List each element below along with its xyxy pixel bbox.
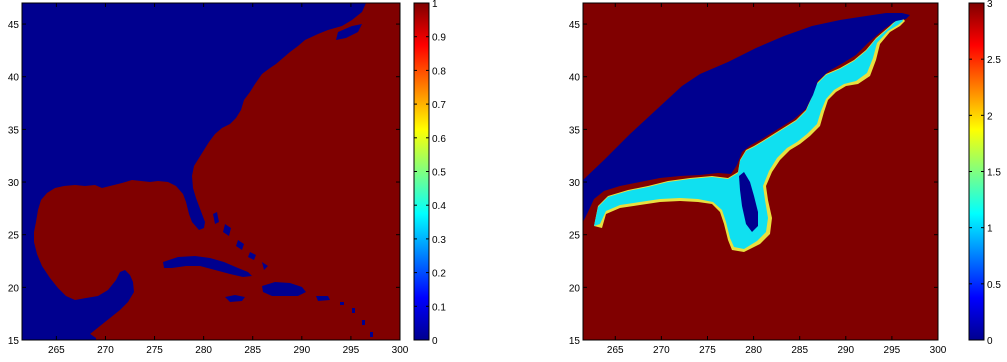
right-interior-region: [583, 13, 910, 222]
left-land-nova-scotia: [336, 24, 362, 40]
right-y-tick-label: 40: [569, 73, 581, 84]
left-colorbar-tick-label: 0.3: [432, 235, 446, 246]
left-colorbar-tick-label: 0.7: [432, 100, 446, 111]
left-y-tick-label: 30: [8, 178, 20, 189]
right-colorbar-tick-label: 1: [987, 224, 993, 235]
right-x-ticks: 265 270 275 280 285 290 295 300: [607, 3, 947, 356]
left-island-hispaniola: [262, 282, 306, 296]
right-x-tick-label: 275: [699, 345, 716, 356]
left-x-tick-label: 275: [146, 345, 163, 356]
right-colorbar: 0 0.5 1 1.5 2 2.5 3: [968, 0, 1001, 347]
left-x-tick-label: 280: [195, 345, 212, 356]
right-y-tick-label: 25: [569, 231, 581, 242]
left-y-ticks: 15 20 25 30 35 40 45: [8, 20, 400, 347]
left-colorbar-tick-label: 0.1: [432, 302, 446, 313]
left-x-ticks: 265 270 275 280 285 290 295 300: [48, 3, 409, 356]
right-x-tick-label: 280: [745, 345, 762, 356]
left-colorbar-tick-label: 0.5: [432, 168, 446, 179]
left-island-puerto-rico: [316, 296, 330, 301]
right-axes-frame: [582, 2, 939, 341]
left-x-tick-label: 300: [392, 345, 409, 356]
left-x-tick-label: 285: [244, 345, 261, 356]
right-y-tick-label: 20: [569, 283, 581, 294]
right-x-tick-label: 265: [607, 345, 624, 356]
right-x-tick-label: 270: [653, 345, 670, 356]
right-x-tick-label: 300: [930, 345, 947, 356]
left-colorbar-tick-label: 0.4: [432, 201, 446, 212]
left-colorbar-tick-label: 0.9: [432, 33, 446, 44]
left-south-america-land: [22, 324, 96, 340]
right-colorbar-tick-label: 3: [987, 0, 993, 10]
left-island-cuba: [163, 256, 252, 277]
left-y-tick-label: 35: [8, 125, 20, 136]
left-x-tick-label: 265: [48, 345, 65, 356]
right-colorbar-gradient: [969, 3, 984, 340]
right-interior-florida: [739, 172, 758, 232]
left-colorbar-tick-label: 0.2: [432, 269, 446, 280]
right-colorbar-tick-label: 0.5: [987, 280, 1001, 291]
left-y-tick-label: 15: [8, 336, 20, 347]
right-x-tick-label: 295: [884, 345, 901, 356]
right-colorbar-tick-label: 2: [987, 111, 993, 122]
right-colorbar-tick-label: 2.5: [987, 55, 1001, 66]
left-colorbar-tick-label: 0: [432, 336, 438, 347]
right-x-tick-label: 285: [791, 345, 808, 356]
right-y-tick-label: 15: [569, 336, 581, 347]
left-colorbar-tick-label: 0.8: [432, 66, 446, 77]
left-y-tick-label: 20: [8, 283, 20, 294]
right-map-panel: 265 270 275 280 285 290 295 300 15 20 25 30 35 40 45: [569, 2, 947, 356]
left-colorbar-tick-label: 1: [432, 0, 438, 10]
left-land-mass: [22, 3, 366, 340]
left-x-tick-label: 295: [343, 345, 360, 356]
right-y-tick-label: 30: [569, 178, 581, 189]
left-x-tick-label: 270: [97, 345, 114, 356]
left-colorbar-tick-label: 0.6: [432, 134, 446, 145]
right-y-tick-label: 45: [569, 20, 581, 31]
right-x-tick-label: 290: [837, 345, 854, 356]
left-island-jamaica: [225, 295, 245, 302]
left-y-tick-label: 45: [8, 20, 20, 31]
right-colorbar-tick-label: 1.5: [987, 168, 1001, 179]
left-island-bahamas: [213, 212, 268, 270]
left-axes-frame: [21, 2, 401, 341]
right-colorbar-ticks: 0 0.5 1 1.5 2 2.5 3: [969, 0, 1001, 347]
left-x-tick-label: 290: [293, 345, 310, 356]
left-colorbar-ticks: 0 0.1 0.2 0.3 0.4 0.5 0.6 0.7 0.8 0.9 1: [414, 0, 446, 347]
left-y-tick-label: 25: [8, 231, 20, 242]
right-y-ticks: 15 20 25 30 35 40 45: [569, 20, 938, 347]
left-colorbar-gradient: [414, 3, 429, 340]
left-y-tick-label: 40: [8, 73, 20, 84]
left-map-panel: 265 270 275 280 285 290 295 300 15 20 25 30 35 40 45: [8, 2, 409, 356]
right-coastal-band: [594, 17, 903, 249]
right-colorbar-tick-label: 0: [987, 336, 993, 347]
right-y-tick-label: 35: [569, 125, 581, 136]
left-colorbar: 0 0.1 0.2 0.3 0.4 0.5 0.6 0.7 0.8 0.9 1: [413, 0, 446, 347]
